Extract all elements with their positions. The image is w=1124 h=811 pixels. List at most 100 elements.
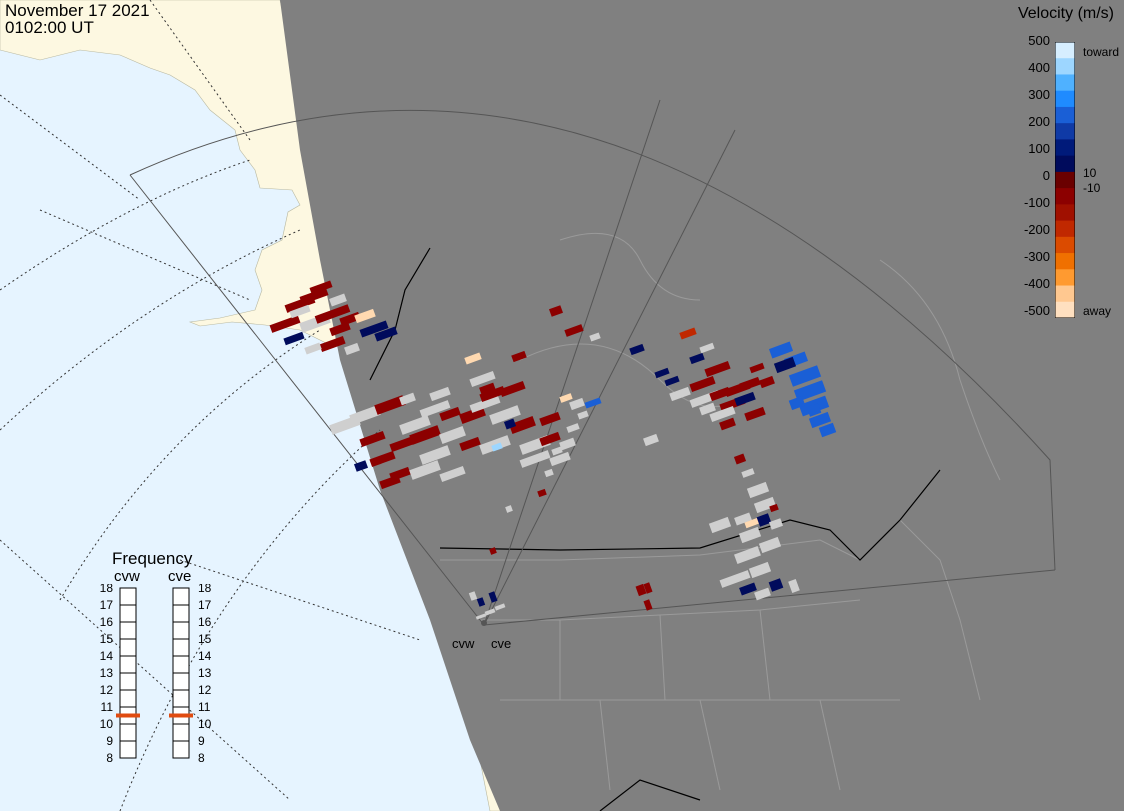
velocity-cell: [409, 460, 441, 480]
frequency-scale-label: 17: [198, 598, 212, 612]
velocity-cell: [733, 453, 747, 465]
frequency-scale-label: 12: [198, 683, 212, 697]
velocity-cell: [699, 402, 716, 416]
velocity-cell: [744, 406, 766, 422]
velocity-cell: [499, 380, 526, 398]
colorbar-swatch: [1055, 285, 1075, 303]
velocity-cell: [734, 512, 752, 526]
velocity-cell: [643, 433, 659, 447]
velocity-patches: [269, 280, 837, 620]
colorbar-swatch: [1055, 123, 1075, 140]
velocity-cell: [738, 526, 762, 544]
frequency-scale-label: 10: [198, 717, 212, 731]
colorbar-title: Velocity (m/s): [1017, 5, 1114, 22]
velocity-cell: [439, 426, 466, 444]
frequency-scale-label: 11: [198, 700, 211, 714]
velocity-cell: [419, 400, 451, 418]
colorbar-swatch: [1055, 74, 1075, 92]
colorbar: [1055, 42, 1075, 318]
velocity-cell: [564, 324, 584, 337]
velocity-cell: [475, 613, 487, 620]
frequency-scale-label: 8: [198, 751, 205, 765]
velocity-cell: [808, 411, 832, 429]
velocity-cell: [768, 518, 784, 530]
velocity-cell: [756, 513, 772, 527]
frequency-gauge-cell: [119, 655, 137, 674]
velocity-cell: [494, 603, 506, 611]
frequency-gauge-cell: [119, 689, 137, 708]
away-label: away: [1083, 304, 1112, 318]
colorbar-swatch: [1055, 155, 1075, 173]
colorbar-tick-label: 100: [1028, 141, 1050, 156]
frequency-scale-label: 11: [101, 700, 114, 714]
velocity-cell: [744, 517, 760, 529]
frequency-scale-label: 15: [198, 632, 212, 646]
velocity-cell: [629, 343, 645, 356]
velocity-cell: [491, 442, 503, 452]
frequency-scale-label: 17: [100, 598, 114, 612]
velocity-cell: [374, 326, 398, 342]
velocity-cell: [758, 536, 782, 554]
velocity-cell: [635, 583, 647, 597]
frequency-panel: Frequency cvw cve 18 17 16 15 14 13 12 11 10 9 8 18…: [88, 548, 228, 768]
frequency-scale-label: 13: [100, 666, 114, 680]
velocity-cell: [788, 365, 822, 387]
velocity-cell: [689, 352, 705, 365]
colorbar-tick-label: -400: [1023, 276, 1050, 291]
velocity-cell: [359, 320, 389, 338]
velocity-cell: [399, 392, 416, 406]
colorbar-minor-pos: 10: [1083, 166, 1097, 180]
velocity-cell: [643, 582, 653, 594]
colorbar-tick-label: -100: [1023, 195, 1050, 210]
frequency-gauge-cell: [119, 740, 137, 759]
colorbar-tick-label: 400: [1028, 60, 1050, 75]
frequency-gauge-cell: [119, 587, 137, 606]
time-label: 0102:00 UT: [5, 18, 94, 37]
frequency-gauge-cell: [119, 604, 137, 623]
velocity-cell: [309, 280, 333, 295]
graticule: [0, 0, 421, 811]
frequency-scale-label: 9: [198, 734, 205, 748]
velocity-cell: [505, 505, 513, 513]
velocity-cell: [353, 460, 369, 472]
frequency-title: Frequency: [112, 549, 193, 568]
velocity-cell: [759, 375, 775, 389]
colorbar-swatch: [1055, 269, 1075, 287]
colorbar-swatch: [1055, 253, 1075, 270]
frequency-gauge-cell: [172, 638, 190, 657]
frequency-gauge-cell: [119, 672, 137, 691]
velocity-cell: [549, 451, 571, 467]
velocity-cell: [806, 403, 822, 417]
velocity-cell: [283, 331, 305, 346]
radar-label-cvw: cvw: [452, 636, 475, 651]
frequency-scale-label: 15: [100, 632, 114, 646]
velocity-cell: [539, 411, 561, 427]
velocity-cell: [788, 395, 806, 411]
colorbar-swatch: [1055, 106, 1075, 124]
velocity-cell: [544, 468, 554, 478]
velocity-cell: [359, 430, 386, 448]
velocity-cell: [439, 465, 466, 483]
velocity-cell: [389, 435, 416, 453]
colorbar-swatch: [1055, 171, 1075, 189]
velocity-cell: [329, 293, 347, 307]
frequency-scale-label: 18: [100, 584, 114, 595]
velocity-cell: [379, 474, 401, 490]
colorbar-swatch: [1055, 139, 1075, 157]
velocity-cell: [484, 608, 496, 616]
velocity-cell: [539, 431, 561, 447]
velocity-cell: [369, 450, 396, 468]
velocity-cell: [754, 587, 771, 601]
radar-site-marker: [481, 620, 487, 626]
velocity-cell: [511, 350, 527, 363]
velocity-cell: [584, 397, 602, 409]
velocity-cell: [734, 546, 761, 564]
velocity-cell: [269, 315, 301, 333]
velocity-cell: [314, 304, 351, 324]
frequency-gauge-cell: [172, 621, 190, 640]
velocity-cell: [468, 591, 478, 601]
velocity-cell: [719, 417, 736, 431]
velocity-cell: [818, 422, 837, 438]
velocity-cell: [577, 410, 589, 420]
velocity-cell: [284, 295, 316, 313]
